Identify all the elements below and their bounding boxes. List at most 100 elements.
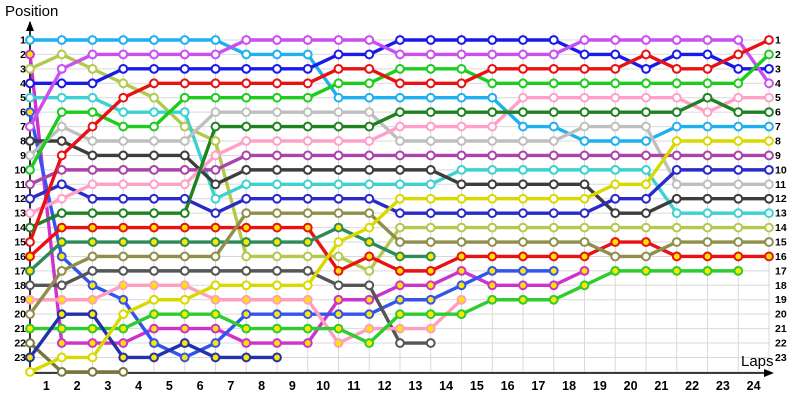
- lap-marker-car-pink: [610, 92, 621, 103]
- lap-marker-car-purple: [364, 150, 375, 161]
- lap-marker-car-red: [87, 121, 98, 132]
- position-label-left: 21: [14, 323, 26, 335]
- lap-marker-car-green-yellow: [56, 323, 67, 334]
- lap-marker-car-red-yellow: [241, 222, 252, 233]
- lap-marker-car-yellow: [56, 352, 67, 363]
- lap-marker-car-forest-green: [333, 121, 344, 132]
- lap-marker-car-lime-green: [87, 107, 98, 118]
- lap-marker-car-olive: [487, 237, 498, 247]
- lap-marker-car-sky-blue: [333, 92, 344, 103]
- lap-marker-car-silver: [518, 136, 528, 146]
- lap-marker-car-violet-yellow: [548, 280, 559, 291]
- lap-marker-car-red-yellow: [25, 251, 35, 262]
- lap-marker-car-yellow-green: [671, 222, 682, 233]
- lap-marker-car-yellow: [87, 352, 98, 363]
- position-label-left: 16: [14, 251, 26, 263]
- lap-marker-car-violet-yellow: [272, 338, 282, 348]
- position-label-right: 3: [775, 63, 781, 75]
- lap-marker-car-red-yellow: [425, 265, 436, 276]
- lap-marker-car-navy: [179, 193, 190, 204]
- lap-marker-car-turquoise: [395, 179, 405, 190]
- lap-marker-car-olive: [548, 237, 559, 247]
- lap-marker-car-turquoise: [641, 164, 651, 175]
- lap-marker-car-purple: [487, 150, 498, 161]
- lap-marker-car-silver: [333, 107, 344, 118]
- lap-marker-car-dark-gray: [302, 265, 313, 276]
- lap-marker-car-forest-green: [87, 208, 98, 219]
- lap-label: 21: [654, 379, 668, 393]
- lap-marker-car-charcoal: [302, 164, 313, 175]
- lap-marker-car-turquoise: [241, 179, 252, 190]
- lap-label: 2: [74, 379, 81, 393]
- lap-marker-car-lime-green: [302, 92, 313, 103]
- lap-marker-car-silver: [25, 150, 35, 161]
- lap-marker-car-violet-yellow: [149, 323, 159, 334]
- lap-marker-car-olive: [118, 251, 129, 262]
- lap-marker-car-lime-green: [764, 49, 774, 60]
- lap-marker-car-magenta: [149, 49, 159, 60]
- lap-marker-car-yellow-green: [425, 222, 436, 233]
- lap-marker-car-sky-blue: [149, 35, 159, 45]
- lap-label: 11: [347, 379, 360, 393]
- lap-marker-car-red: [149, 78, 159, 89]
- lap-marker-car-yellow-green: [579, 222, 590, 233]
- lap-marker-car-turquoise: [179, 107, 190, 118]
- lap-marker-car-olive: [671, 237, 682, 247]
- lap-marker-car-dark-olive: [56, 366, 67, 377]
- lap-marker-car-blue: [671, 49, 682, 60]
- lap-marker-car-forest-green: [302, 121, 313, 132]
- lap-marker-car-red: [395, 78, 405, 89]
- lap-marker-car-pink-yellow: [302, 294, 313, 305]
- lap-marker-car-blue: [56, 78, 67, 89]
- lap-marker-car-navy: [456, 208, 467, 219]
- lap-marker-car-silver: [733, 179, 744, 190]
- lap-marker-car-turquoise: [548, 164, 559, 175]
- lap-marker-car-violet-yellow: [579, 265, 590, 276]
- lap-marker-car-sea-green-yellow: [425, 251, 436, 262]
- lap-marker-car-olive: [395, 237, 405, 247]
- lap-marker-car-charcoal: [518, 179, 528, 190]
- lap-marker-car-lime-green: [733, 78, 744, 89]
- lap-marker-car-red: [671, 63, 682, 74]
- lap-marker-car-blue: [210, 63, 221, 74]
- position-label-left: 18: [14, 280, 26, 292]
- lap-marker-car-lime-green: [364, 78, 375, 89]
- lap-marker-car-forest-green: [579, 107, 590, 118]
- lap-marker-car-charcoal: [179, 150, 190, 161]
- lap-marker-car-navy-yellow: [179, 338, 190, 348]
- lap-marker-car-pink: [425, 121, 436, 132]
- lap-marker-car-red: [210, 78, 221, 89]
- lap-marker-car-forest-green: [764, 107, 774, 118]
- lap-marker-car-lime-green: [579, 78, 590, 89]
- lap-marker-car-sky-blue: [671, 121, 682, 132]
- lap-marker-car-pink: [641, 92, 651, 103]
- lap-marker-car-pink: [149, 179, 159, 190]
- lap-marker-car-navy: [487, 208, 498, 219]
- position-label-right: 6: [775, 107, 781, 119]
- lap-marker-car-navy: [272, 193, 282, 204]
- lap-marker-car-blue: [733, 63, 744, 74]
- lap-marker-car-sea-green-yellow: [364, 237, 375, 247]
- lap-marker-car-purple: [210, 164, 221, 175]
- lap-marker-car-lime-green: [610, 78, 621, 89]
- lap-marker-car-yellow-green: [641, 222, 651, 233]
- lap-marker-car-red-yellow: [733, 251, 744, 262]
- lap-marker-car-navy: [210, 208, 221, 219]
- lap-marker-car-violet-yellow: [456, 265, 467, 276]
- lap-marker-car-yellow-green: [179, 121, 190, 132]
- lap-marker-car-pink: [241, 136, 252, 146]
- lap-marker-car-magenta: [702, 35, 713, 45]
- lap-marker-car-turquoise: [118, 107, 129, 118]
- lap-marker-car-violet-yellow: [179, 323, 190, 334]
- lap-marker-car-yellow: [518, 193, 528, 204]
- lap-marker-car-purple: [179, 164, 190, 175]
- lap-marker-car-lime-green: [456, 63, 467, 74]
- lap-marker-car-red-yellow: [118, 222, 129, 233]
- lap-marker-car-green-yellow: [733, 265, 744, 276]
- lap-marker-car-turquoise: [610, 164, 621, 175]
- lap-marker-car-navy-yellow: [272, 352, 282, 363]
- lap-marker-car-olive: [272, 208, 282, 219]
- lap-marker-car-sky-blue: [487, 92, 498, 103]
- position-label-right: 14: [775, 222, 787, 234]
- lap-marker-car-silver: [179, 136, 190, 146]
